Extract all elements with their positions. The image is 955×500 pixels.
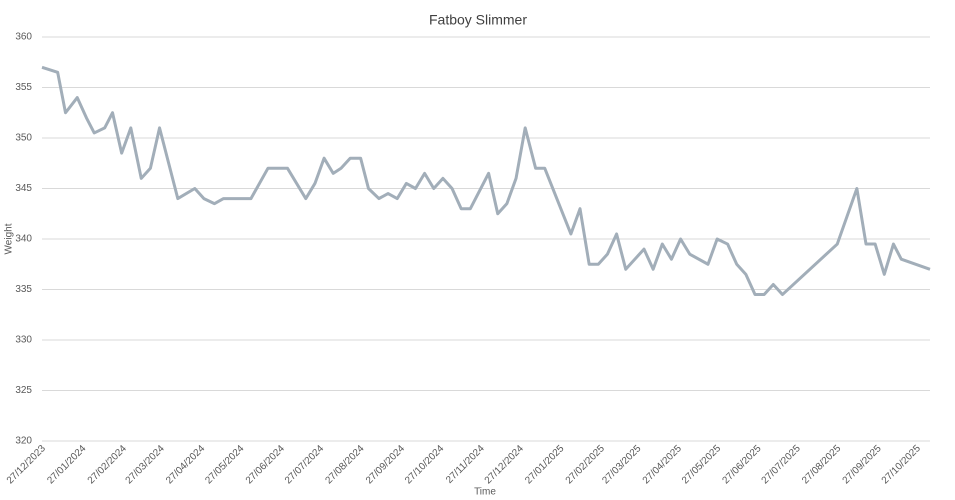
y-axis-label: Weight <box>4 223 15 254</box>
x-tick-label: 27/11/2024 <box>444 443 487 486</box>
y-tick-label: 345 <box>15 183 32 194</box>
y-tick-label: 360 <box>15 32 32 43</box>
x-tick-label: 27/05/2025 <box>680 443 723 486</box>
x-tick-label: 27/05/2024 <box>203 443 246 486</box>
x-tick-label: 27/08/2024 <box>323 443 366 486</box>
y-tick-label: 325 <box>15 385 32 396</box>
x-tick-label: 27/07/2024 <box>283 443 326 486</box>
x-tick-label: 27/10/2025 <box>880 443 923 486</box>
x-tick-label: 27/04/2025 <box>641 443 684 486</box>
y-tick-label: 350 <box>15 133 32 144</box>
x-tick-label: 27/01/2025 <box>523 443 566 486</box>
chart-title: Fatboy Slimmer <box>429 12 527 28</box>
x-tick-label: 27/04/2024 <box>164 443 207 486</box>
x-tick-label: 27/06/2025 <box>720 443 763 486</box>
x-tick-label: 27/01/2024 <box>45 443 88 486</box>
y-tick-label: 355 <box>15 82 32 93</box>
y-tick-label: 340 <box>15 234 32 245</box>
x-tick-label: 27/03/2024 <box>124 443 167 486</box>
x-tick-label: 27/12/2023 <box>5 443 48 486</box>
x-tick-label: 27/12/2024 <box>483 443 526 486</box>
x-tick-label: 27/10/2024 <box>403 443 446 486</box>
x-tick-label: 27/08/2025 <box>800 443 843 486</box>
x-tick-label: 27/09/2024 <box>364 443 407 486</box>
x-tick-label: 27/09/2025 <box>841 443 884 486</box>
x-tick-label: 27/03/2025 <box>600 443 643 486</box>
y-tick-label: 320 <box>15 436 32 447</box>
y-tick-label: 335 <box>15 284 32 295</box>
data-line <box>41 65 931 297</box>
y-tick-label: 330 <box>15 335 32 346</box>
x-tick-label: 27/07/2025 <box>760 443 803 486</box>
x-tick-label: 27/02/2024 <box>86 443 129 486</box>
x-axis-label: Time <box>474 487 496 498</box>
x-tick-label: 27/06/2024 <box>244 443 287 486</box>
